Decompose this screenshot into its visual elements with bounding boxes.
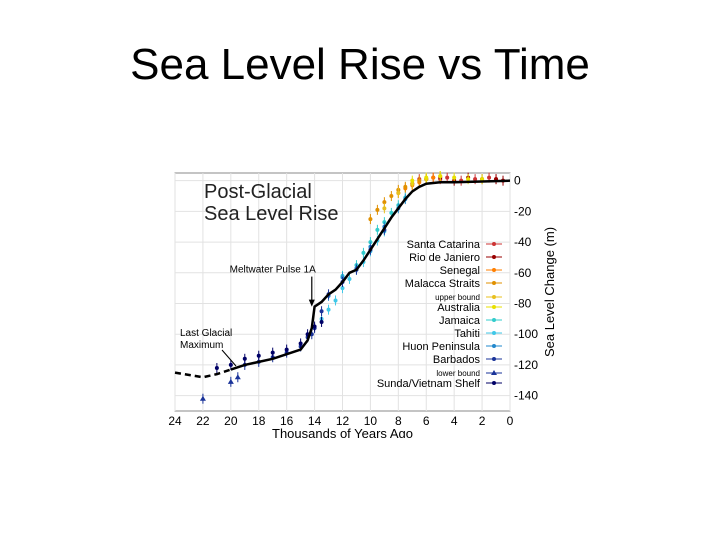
legend-label: Rio de Janiero [409,252,480,264]
legend-swatch-marker [492,242,496,246]
data-point [234,374,241,380]
sea-level-chart: 24 22 20 18 16 14 12 10 8 6 4 2 00-20-40-60-80-100-1… [168,171,557,438]
data-point [480,177,485,182]
data-point [228,362,233,367]
legend-swatch-marker [492,268,496,272]
legend-swatch-marker [492,281,496,285]
legend-label: Australia [437,302,481,314]
data-point [199,395,206,401]
legend-swatch-marker [492,305,496,309]
x-tick-label: 16 [280,414,294,428]
data-point [375,207,380,212]
data-point [326,307,331,312]
data-point [403,184,408,189]
data-point [424,175,429,180]
legend-swatch-marker [491,370,497,375]
x-tick-label: 24 [168,414,182,428]
data-point [319,319,324,324]
data-point [417,178,422,183]
data-point [368,217,373,222]
x-tick-label: 10 [364,414,378,428]
annotation-lgm-pointer [221,349,237,367]
data-point [410,178,415,183]
data-point [312,324,317,329]
slide-title: Sea Level Rise vs Time [130,40,590,89]
legend-label: lower bound [436,369,480,378]
data-point [445,175,450,180]
y-tick-label: -120 [514,358,538,372]
annotation-last-glacial-maximum: Maximum [180,340,223,351]
data-point [438,174,443,179]
legend-label: upper bound [435,293,480,302]
legend-swatch-marker [492,344,496,348]
legend-swatch-marker [492,255,496,259]
legend-swatch-marker [492,381,496,385]
y-tick-label: 0 [514,174,521,188]
x-tick-label: 8 [395,414,402,428]
legend-label: Senegal [440,265,480,277]
data-point [466,177,471,182]
x-tick-label: 20 [224,414,238,428]
annotation-meltwater-pulse: Meltwater Pulse 1A [230,265,316,276]
y-axis-label: Sea Level Change (m) [542,227,557,357]
annotation-last-glacial-maximum: Last Glacial [180,328,232,339]
data-point [242,356,247,361]
x-tick-label: 4 [451,414,458,428]
data-point [256,353,261,358]
x-tick-label: 22 [196,414,210,428]
x-tick-label: 0 [507,414,514,428]
data-point [284,347,289,352]
data-point [389,210,394,215]
legend-swatch-marker [492,295,496,299]
y-tick-label: -60 [514,266,532,280]
sea-level-curve-dashed [174,368,232,379]
data-point [452,175,457,180]
y-tick-label: -80 [514,297,532,311]
legend-swatch-marker [492,331,496,335]
legend-label: Huon Peninsula [402,341,481,353]
data-point [389,194,394,199]
legend-swatch-marker [492,318,496,322]
y-tick-label: -100 [514,327,538,341]
data-point [396,190,401,195]
annotation-arrowhead [308,299,315,307]
data-point [270,350,275,355]
x-tick-label: 18 [252,414,266,428]
data-point [227,378,234,384]
legend-label: Barbados [433,354,481,366]
y-tick-label: -140 [514,389,538,403]
data-point [214,366,219,371]
legend-label: Tahiti [454,328,480,340]
data-point [340,286,345,291]
x-tick-label: 6 [423,414,430,428]
data-point [382,206,387,211]
data-point [375,227,380,232]
x-tick-label: 12 [336,414,350,428]
data-point [473,177,478,182]
y-tick-label: -20 [514,204,532,218]
legend-swatch-marker [492,357,496,361]
sea-level-curve [230,179,511,371]
data-point [333,298,338,303]
y-tick-label: -40 [514,235,532,249]
x-tick-label: 2 [479,414,486,428]
x-axis-label: Thousands of Years Ago [272,426,413,438]
legend-label: Jamaica [439,315,481,327]
data-point [361,250,366,255]
legend-label: Sunda/Vietnam Shelf [377,378,481,390]
x-tick-label: 14 [308,414,322,428]
data-point [431,175,436,180]
data-point [298,341,303,346]
chart-title-line: Post-Glacial [204,181,312,203]
legend-label: Santa Catarina [407,239,481,251]
data-point [347,276,352,281]
data-point [382,200,387,205]
data-point [319,309,324,314]
chart-title-line: Sea Level Rise [204,203,339,225]
legend-label: Malacca Straits [405,278,481,290]
data-point [487,175,492,180]
